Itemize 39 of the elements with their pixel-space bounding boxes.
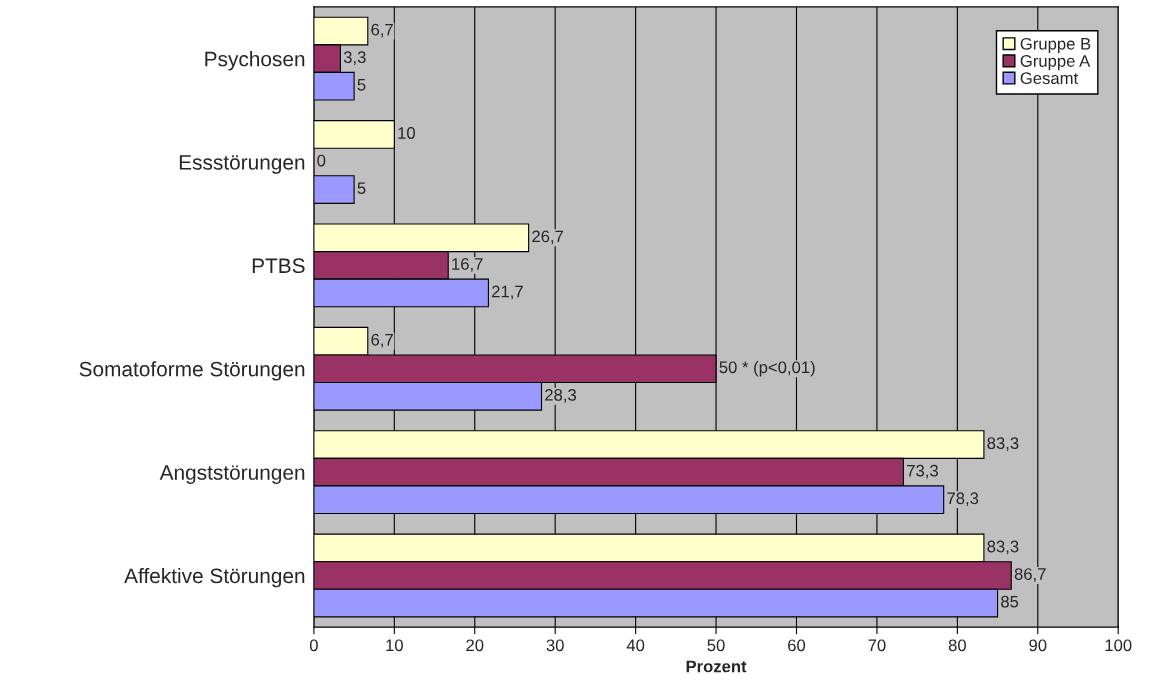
y-tick-label: Psychosen xyxy=(205,51,305,71)
data-label: 6,7 xyxy=(371,333,393,348)
y-tick-label: Somatoforme Störungen xyxy=(79,361,305,381)
data-label: 78,3 xyxy=(947,492,979,507)
x-tick-label: 10 xyxy=(386,639,403,652)
data-label: 83,3 xyxy=(987,540,1019,555)
data-label: 16,7 xyxy=(452,258,483,272)
data-label: 3,3 xyxy=(343,51,366,66)
data-label: 21,7 xyxy=(492,285,523,300)
data-label: 50 * (p<0,01) xyxy=(719,360,815,377)
data-label: 26,7 xyxy=(532,230,564,245)
x-tick-label: 90 xyxy=(1029,639,1047,652)
data-label: 10 xyxy=(398,127,415,139)
x-tick-label: 70 xyxy=(868,639,886,652)
data-label: 86,7 xyxy=(1014,568,1046,582)
legend-label: Gruppe A xyxy=(1020,55,1091,71)
data-label: 5 xyxy=(357,182,366,195)
data-label: 0 xyxy=(317,154,326,167)
data-label: 6,7 xyxy=(371,23,393,38)
data-label: 85 xyxy=(1001,595,1019,608)
data-label: 28,3 xyxy=(545,388,576,403)
x-tick-label: 50 xyxy=(707,639,725,652)
legend-label: Gruppe B xyxy=(1020,37,1091,53)
x-tick-label: 60 xyxy=(788,639,806,652)
x-tick-label: 30 xyxy=(546,639,564,652)
x-tick-label: 80 xyxy=(948,639,966,652)
x-axis-title: Prozent xyxy=(686,660,747,673)
data-label: 5 xyxy=(357,79,366,91)
x-tick-label: 40 xyxy=(626,639,645,652)
y-tick-label: PTBS xyxy=(252,258,305,274)
y-tick-label: Angststörungen xyxy=(159,465,305,484)
legend-label: Gesamt xyxy=(1020,72,1079,85)
x-tick-label: 100 xyxy=(1105,639,1132,652)
data-label: 83,3 xyxy=(987,437,1019,451)
y-tick-label: Affektive Störungen xyxy=(124,567,305,588)
x-tick-label: 0 xyxy=(309,639,318,652)
x-tick-label: 20 xyxy=(466,639,484,652)
y-tick-label: Essstörungen xyxy=(179,155,305,174)
data-label: 73,3 xyxy=(907,464,938,479)
